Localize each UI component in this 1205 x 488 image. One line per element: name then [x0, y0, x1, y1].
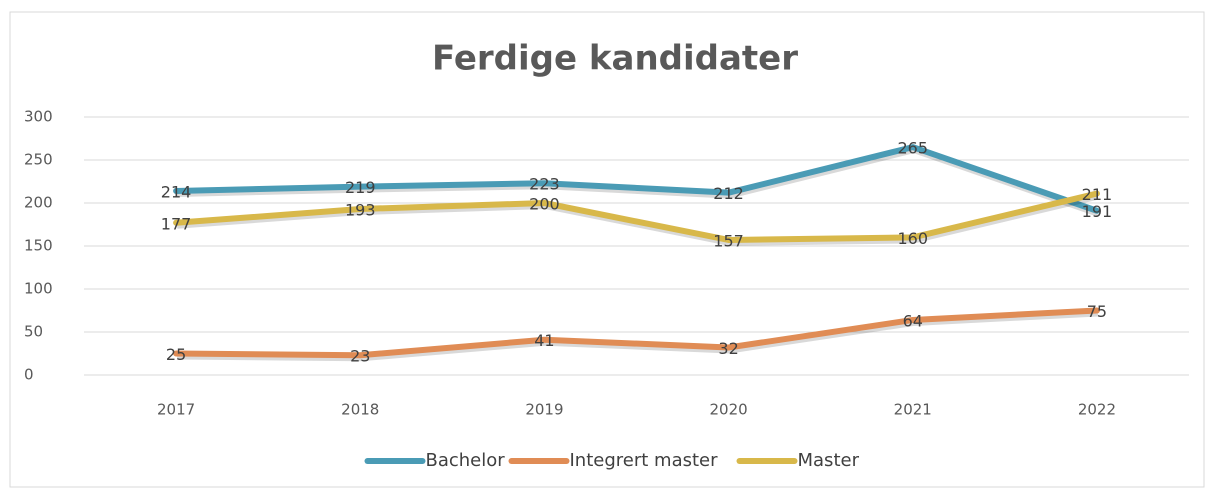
y-tick-label: 200	[24, 194, 53, 212]
y-tick-label: 50	[24, 323, 43, 341]
data-label: 200	[529, 195, 560, 214]
data-label: 177	[161, 214, 192, 233]
x-tick-label: 2019	[525, 401, 563, 419]
x-tick-label: 2017	[157, 401, 195, 419]
data-label: 219	[345, 178, 376, 197]
y-tick-label: 150	[24, 237, 53, 255]
data-label: 212	[713, 184, 744, 203]
y-tick-label: 0	[24, 366, 34, 384]
x-tick-label: 2018	[341, 401, 379, 419]
data-label: 64	[903, 311, 923, 330]
data-label: 191	[1082, 202, 1113, 221]
data-label: 223	[529, 175, 560, 194]
data-label: 32	[718, 339, 738, 358]
data-label: 214	[161, 182, 192, 201]
y-tick-label: 250	[24, 151, 53, 169]
data-label: 157	[713, 231, 744, 250]
data-label: 160	[897, 229, 928, 248]
x-tick-label: 2020	[709, 401, 747, 419]
chart-border	[9, 11, 1205, 488]
legend-label: Bachelor	[426, 450, 506, 471]
series-line	[173, 307, 1100, 359]
chart-title: Ferdige kandidater	[432, 39, 798, 79]
data-label: 265	[897, 139, 928, 158]
x-tick-label: 2021	[894, 401, 932, 419]
data-label: 75	[1087, 302, 1107, 321]
data-label: 23	[350, 347, 370, 366]
legend-label: Master	[798, 450, 860, 471]
data-label: 211	[1082, 185, 1113, 204]
series-line	[173, 144, 1100, 214]
data-label: 25	[166, 345, 186, 364]
y-tick-label: 300	[24, 108, 53, 126]
series-line	[173, 190, 1100, 243]
data-label: 41	[534, 331, 554, 350]
data-label: 193	[345, 201, 376, 220]
x-tick-label: 2022	[1078, 401, 1116, 419]
y-tick-label: 100	[24, 280, 53, 298]
legend-label: Integrert master	[570, 450, 719, 471]
